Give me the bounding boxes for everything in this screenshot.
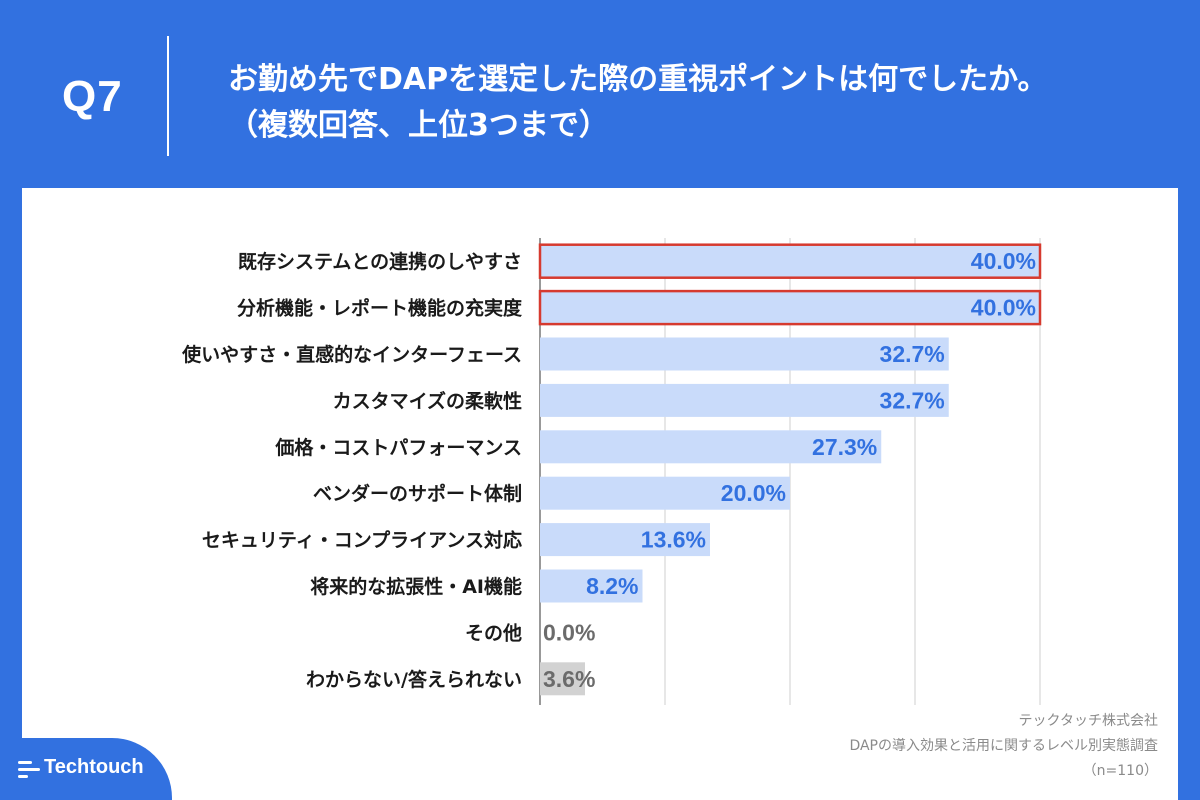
- category-label: カスタマイズの柔軟性: [333, 389, 522, 412]
- category-label: その他: [465, 621, 522, 644]
- value-label: 40.0%: [971, 248, 1036, 274]
- category-label: 将来的な拡張性・AI機能: [310, 575, 522, 598]
- bar: [540, 383, 949, 417]
- question-title: お勤め先でDAPを選定した際の重視ポイントは何でしたか。: [228, 62, 1048, 97]
- value-label: 32.7%: [880, 387, 945, 413]
- bars: [538, 243, 1042, 696]
- category-label: 使いやすさ・直感的なインターフェース: [181, 343, 522, 366]
- bar: [540, 523, 710, 557]
- bar: [540, 662, 585, 696]
- lines-logo-icon: [18, 759, 42, 779]
- brand-name: Techtouch: [44, 756, 144, 778]
- source-company: テックタッチ株式会社: [1018, 713, 1158, 729]
- value-labels: 40.0%40.0%32.7%32.7%27.3%20.0%13.6%8.2%0…: [543, 248, 1036, 692]
- value-label: 27.3%: [812, 434, 877, 460]
- bar: [538, 289, 1042, 326]
- header-divider: [167, 36, 169, 156]
- bar: [540, 337, 949, 371]
- value-label: 3.6%: [543, 666, 595, 692]
- category-label: わからない/答えられない: [306, 668, 522, 691]
- value-label: 40.0%: [971, 295, 1036, 321]
- category-label: セキュリティ・コンプライアンス対応: [202, 529, 522, 552]
- header: Q7 お勤め先でDAPを選定した際の重視ポイントは何でしたか。 （複数回答、上位…: [0, 0, 1200, 190]
- source-sample-size: （n=110）: [1082, 763, 1158, 779]
- question-subtitle: （複数回答、上位3つまで）: [228, 108, 609, 143]
- bar: [540, 430, 882, 464]
- bar: [540, 569, 643, 603]
- value-label: 0.0%: [543, 619, 595, 645]
- bar: [538, 243, 1042, 279]
- category-label: 価格・コストパフォーマンス: [274, 436, 522, 459]
- category-label: 分析機能・レポート機能の充実度: [237, 297, 523, 320]
- question-number: Q7: [62, 72, 123, 121]
- category-label: 既存システムとの連携のしやすさ: [238, 250, 522, 273]
- value-label: 20.0%: [721, 480, 786, 506]
- value-label: 32.7%: [880, 341, 945, 367]
- category-label: ベンダーのサポート体制: [313, 482, 522, 505]
- source-survey: DAPの導入効果と活用に関するレベル別実態調査: [849, 738, 1158, 754]
- value-label: 13.6%: [641, 527, 706, 553]
- category-labels: 既存システムとの連携のしやすさ分析機能・レポート機能の充実度使いやすさ・直感的な…: [181, 250, 523, 691]
- value-label: 8.2%: [586, 573, 638, 599]
- bar: [540, 476, 790, 510]
